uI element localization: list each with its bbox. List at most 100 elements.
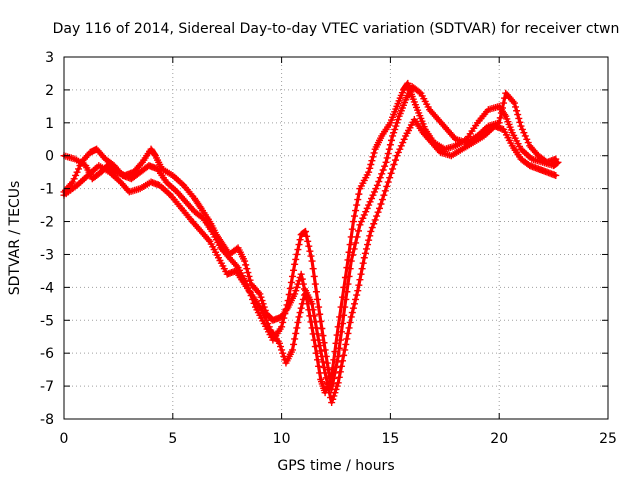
data-point-marker [354,196,362,204]
data-point-marker [377,200,385,208]
data-point-marker [385,145,393,153]
chart-title: Day 116 of 2014, Sidereal Day-to-day VTE… [53,21,620,37]
data-point-marker [390,129,398,137]
data-point-marker [376,174,384,182]
data-point-marker [314,295,322,303]
x-tick-label: 15 [381,431,399,447]
data-point-marker [349,218,357,226]
data-point-marker [321,369,329,377]
data-point-marker [246,276,254,284]
data-point-marker [497,109,505,117]
data-point-marker [366,198,374,206]
data-point-marker [305,242,313,250]
data-point-marker [291,335,299,343]
data-point-marker [356,276,364,284]
data-point-marker [298,300,306,308]
data-point-marker [382,158,390,166]
data-point-marker [399,139,407,147]
data-point-marker [394,116,402,124]
data-point-marker [75,165,83,173]
data-point-marker [367,227,375,235]
data-point-marker [312,324,320,332]
data-point-marker [328,399,336,407]
data-point-marker [391,156,399,164]
data-point-marker [362,245,370,253]
data-point-marker [334,352,342,360]
data-point-marker [354,287,362,295]
data-point-marker [318,352,326,360]
data-point-marker [349,251,357,259]
data-point-marker [364,241,372,249]
data-point-marker [369,191,377,199]
data-point-marker [335,373,343,381]
data-point-marker [294,246,302,254]
data-point-marker [352,207,360,215]
data-point-marker [383,182,391,190]
data-point-marker [334,379,342,387]
data-point-marker [275,339,283,347]
data-point-marker [517,122,525,130]
data-point-marker [367,161,375,169]
data-point-marker [290,340,298,348]
data-point-marker [415,88,423,96]
data-point-marker [387,136,395,144]
data-point-marker [333,382,341,390]
y-tick-label: 0 [45,149,54,165]
data-point-marker [337,362,345,370]
data-point-marker [76,162,84,170]
data-point-marker [306,247,314,255]
data-point-marker [359,259,367,267]
x-tick-label: 10 [273,431,291,447]
data-point-marker [321,346,329,354]
data-point-marker [352,295,360,303]
data-point-marker [389,165,397,173]
data-point-marker [288,346,296,354]
data-point-marker [363,204,371,212]
data-point-marker [291,260,299,268]
data-point-marker [345,248,353,256]
data-point-marker [303,232,311,240]
data-point-marker [397,142,405,150]
data-point-marker [353,233,361,241]
series-layer [60,79,562,407]
data-point-marker [353,201,361,209]
data-point-marker [256,290,264,298]
data-point-marker [510,99,518,107]
data-point-marker [365,201,373,209]
data-point-marker [381,187,389,195]
data-point-marker [552,155,560,163]
data-point-marker [311,343,319,351]
data-point-marker [380,191,388,199]
data-point-marker [349,304,357,312]
plot-frame [63,56,609,420]
data-point-marker [292,255,300,263]
data-point-marker [378,170,386,178]
data-point-marker [376,204,384,212]
data-point-marker [308,257,316,265]
data-point-marker [292,329,300,337]
data-point-marker [392,122,400,130]
x-tick-label: 20 [490,431,508,447]
data-point-marker [356,221,364,229]
data-point-marker [365,168,373,176]
data-point-marker [344,280,352,288]
data-point-marker [350,245,358,253]
data-point-marker [523,135,531,143]
data-point-marker [241,257,249,265]
data-point-marker [259,310,267,318]
data-point-marker [386,141,394,149]
data-point-marker [277,343,285,351]
data-point-marker [293,324,301,332]
data-point-marker [298,275,306,283]
data-point-marker [358,265,366,273]
data-point-marker [389,132,397,140]
data-point-marker [296,309,304,317]
data-point-marker [357,218,365,226]
x-tick-label: 5 [168,431,177,447]
data-point-marker [330,374,338,382]
data-point-marker [387,169,395,177]
data-point-marker [346,318,354,326]
data-point-marker [384,178,392,186]
data-point-marker [347,257,355,265]
data-point-marker [282,305,290,313]
